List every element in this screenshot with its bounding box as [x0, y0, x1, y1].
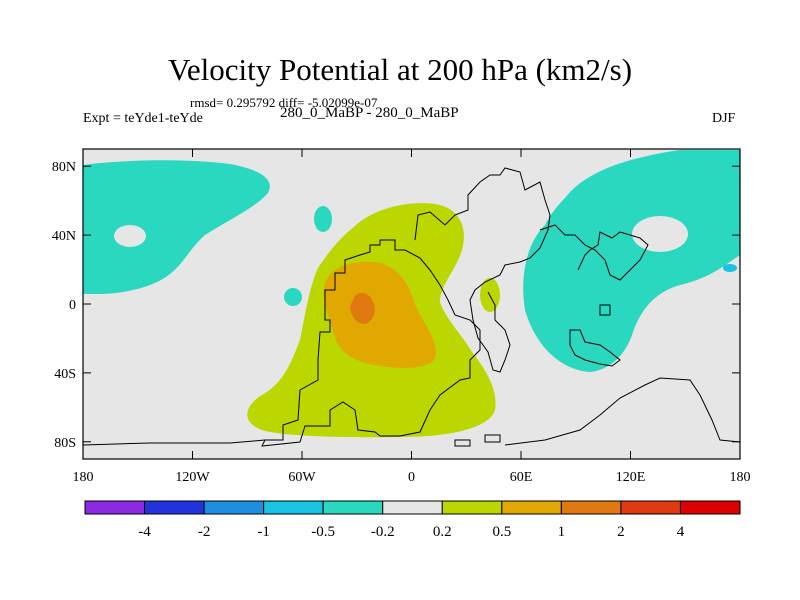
negative-region-northwest: [83, 160, 270, 294]
colorbar-label: 0.2: [433, 524, 452, 540]
x-tick-label: 180: [73, 470, 94, 485]
x-tick-label: 60W: [288, 470, 316, 485]
contour-fills: [83, 150, 740, 438]
colorbar-label: -2: [198, 524, 211, 540]
y-tick-label: 80N: [52, 160, 76, 175]
positive-hole-northwest: [114, 225, 146, 247]
coastline-europe-africa: [414, 167, 551, 373]
colorbar-label: -1: [257, 524, 270, 540]
colorbar-label: -0.2: [371, 524, 395, 540]
y-tick-label: 40S: [54, 367, 76, 382]
stats-line: rmsd= 0.295792 diff= -5.02099e-07: [190, 95, 378, 110]
coastline-north-america: [261, 239, 481, 447]
center-label: 280_0_MaBP - 280_0_MaBP: [280, 105, 459, 121]
coastline-australia: [569, 329, 621, 367]
negative-blob-east-edge: [723, 264, 737, 272]
colorbar-swatch: [382, 500, 443, 515]
y-tick-label: 0: [69, 298, 76, 313]
x-tick-label: 0: [408, 470, 415, 485]
colorbar-swatch: [263, 500, 324, 515]
negative-blob-small-1: [284, 288, 302, 306]
y-tick-label: 80S: [54, 436, 76, 451]
coastlines: [82, 167, 741, 447]
colorbar-swatch: [679, 500, 741, 515]
coastline-antarctica: [82, 377, 741, 446]
negative-region-east: [523, 150, 740, 372]
coastline-eurasia-east: [539, 224, 649, 281]
colorbar-swatch: [322, 500, 384, 515]
axes: 180 120W 60W 0 60E 120E 180 80N 40N 0 40S 80S: [52, 149, 751, 485]
coastline-indian-islands: [454, 304, 611, 447]
colorbar: -4 -2 -1 -0.5 -0.2 0.2 0.5 1 2 4: [84, 500, 741, 540]
colorbar-label: 0.5: [492, 524, 511, 540]
colorbar-label: 2: [617, 524, 625, 540]
x-tick-label: 120W: [175, 470, 210, 485]
x-tick-label: 60E: [510, 470, 533, 485]
colorbar-swatch: [144, 500, 205, 515]
negative-blob-small-2: [314, 206, 332, 232]
positive-region-core: [323, 261, 436, 368]
y-tick-label: 40N: [52, 229, 76, 244]
colorbar-swatch: [560, 500, 622, 515]
x-tick-label: 180: [730, 470, 751, 485]
experiment-label: Expt = teYde1-teYde: [83, 111, 203, 126]
season-label: DJF: [712, 111, 736, 126]
positive-hole-east: [632, 216, 688, 252]
colorbar-swatch: [501, 500, 562, 515]
x-tick-label: 120E: [616, 470, 646, 485]
colorbar-swatch: [620, 500, 681, 515]
colorbar-label: 1: [558, 524, 566, 540]
chart-title: Velocity Potential at 200 hPa (km2/s): [167, 52, 633, 87]
colorbar-swatch: [84, 500, 146, 515]
positive-region-max: [350, 292, 375, 324]
colorbar-label: 4: [677, 524, 685, 540]
colorbar-label: -4: [138, 524, 151, 540]
colorbar-label: -0.5: [311, 524, 335, 540]
colorbar-swatch: [441, 500, 503, 515]
colorbar-swatch: [203, 500, 265, 515]
